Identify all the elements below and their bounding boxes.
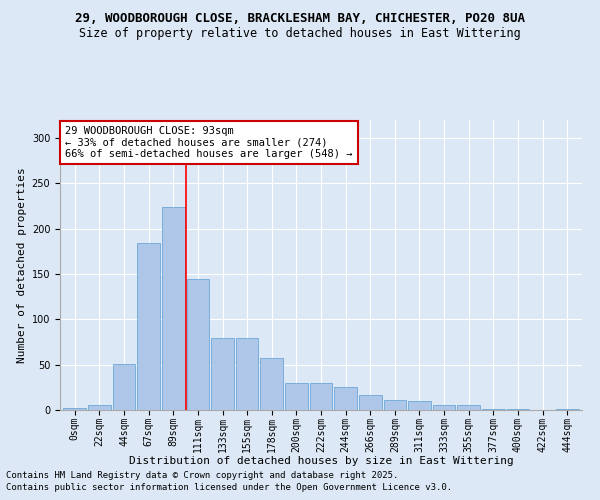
Bar xyxy=(457,406,480,410)
Bar xyxy=(162,207,185,410)
Bar xyxy=(137,244,160,410)
Bar xyxy=(113,364,136,410)
Bar xyxy=(236,338,259,410)
Bar xyxy=(383,400,406,410)
Bar xyxy=(310,383,332,410)
Text: 29, WOODBOROUGH CLOSE, BRACKLESHAM BAY, CHICHESTER, PO20 8UA: 29, WOODBOROUGH CLOSE, BRACKLESHAM BAY, … xyxy=(75,12,525,26)
Text: 29 WOODBOROUGH CLOSE: 93sqm
← 33% of detached houses are smaller (274)
66% of se: 29 WOODBOROUGH CLOSE: 93sqm ← 33% of det… xyxy=(65,126,353,159)
Bar xyxy=(506,409,529,410)
Bar xyxy=(260,358,283,410)
Text: Contains public sector information licensed under the Open Government Licence v3: Contains public sector information licen… xyxy=(6,484,452,492)
Bar xyxy=(88,404,111,410)
Text: Size of property relative to detached houses in East Wittering: Size of property relative to detached ho… xyxy=(79,28,521,40)
Bar xyxy=(556,409,578,410)
Bar xyxy=(285,383,308,410)
X-axis label: Distribution of detached houses by size in East Wittering: Distribution of detached houses by size … xyxy=(128,456,514,466)
Bar xyxy=(211,338,234,410)
Bar xyxy=(433,404,455,410)
Text: Contains HM Land Registry data © Crown copyright and database right 2025.: Contains HM Land Registry data © Crown c… xyxy=(6,471,398,480)
Bar xyxy=(482,409,505,410)
Bar xyxy=(334,388,357,410)
Y-axis label: Number of detached properties: Number of detached properties xyxy=(17,167,28,363)
Bar xyxy=(359,394,382,410)
Bar xyxy=(64,408,86,410)
Bar xyxy=(408,401,431,410)
Bar xyxy=(187,278,209,410)
